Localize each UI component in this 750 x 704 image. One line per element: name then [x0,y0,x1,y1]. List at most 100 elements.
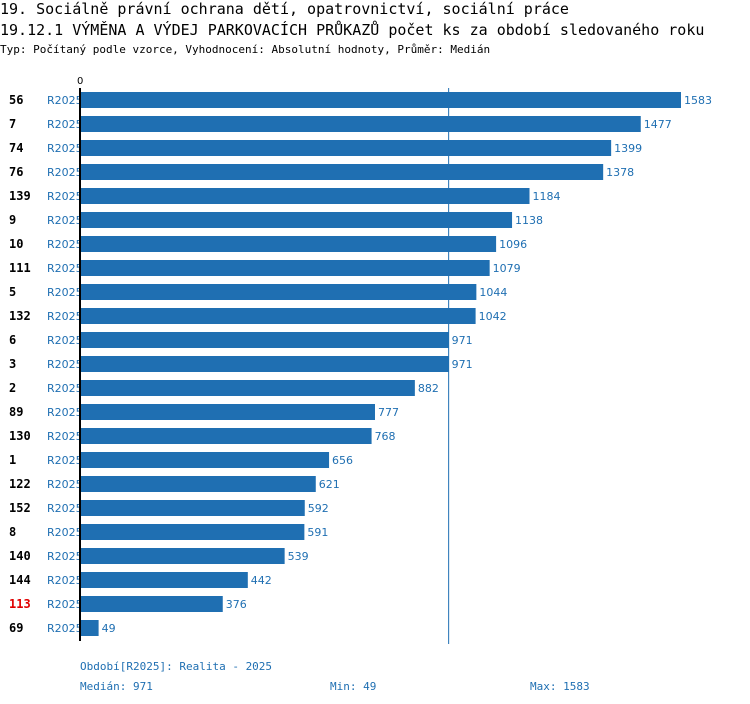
bar [80,476,316,492]
category-label: 74 [9,141,23,155]
category-label: 2 [9,381,16,395]
category-label: 113 [9,597,31,611]
bar [80,500,305,516]
period-label: R2025 [47,550,83,563]
category-label: 7 [9,117,16,131]
bar [80,236,497,252]
footer-period: Období[R2025]: Realita - 2025 [80,660,273,673]
value-label: 1184 [533,190,561,203]
bar [80,332,449,348]
value-label: 591 [307,526,328,539]
bar [80,428,372,444]
category-label: 69 [9,621,23,635]
category-label: 9 [9,213,16,227]
category-label: 1 [9,453,16,467]
bar [80,356,449,372]
category-label: 111 [9,261,31,275]
category-label: 122 [9,477,31,491]
period-label: R2025 [47,286,83,299]
category-label: 10 [9,237,23,251]
period-label: R2025 [47,214,83,227]
category-label: 140 [9,549,31,563]
period-label: R2025 [47,238,83,251]
footer-min: Min: 49 [330,680,377,693]
value-label: 768 [375,430,396,443]
category-label: 6 [9,333,16,347]
period-label: R2025 [47,118,83,131]
value-label: 376 [226,598,247,611]
footer-max: Max: 1583 [530,680,590,693]
x-axis-zero-label: 0 [77,76,83,87]
bar [80,572,248,588]
value-label: 442 [251,574,272,587]
bar [80,548,285,564]
period-label: R2025 [47,622,83,635]
period-label: R2025 [47,190,83,203]
bar [80,524,305,540]
period-label: R2025 [47,382,83,395]
value-label: 539 [288,550,309,563]
bar [80,452,330,468]
category-label: 144 [9,573,31,587]
category-label: 3 [9,357,16,371]
period-label: R2025 [47,406,83,419]
value-label: 1044 [479,286,507,299]
value-label: 1042 [479,310,507,323]
period-label: R2025 [47,142,83,155]
period-label: R2025 [47,502,83,515]
period-label: R2025 [47,166,83,179]
value-label: 882 [418,382,439,395]
bar [80,92,681,108]
bar [80,116,641,132]
value-label: 592 [308,502,329,515]
bar [80,284,477,300]
category-label: 130 [9,429,31,443]
value-label: 1477 [644,118,672,131]
value-label: 621 [319,478,340,491]
period-label: R2025 [47,262,83,275]
category-label: 152 [9,501,31,515]
period-label: R2025 [47,598,83,611]
period-label: R2025 [47,310,83,323]
value-label: 1138 [515,214,543,227]
period-label: R2025 [47,94,83,107]
category-label: 5 [9,285,16,299]
footer-median: Medián: 971 [80,680,153,693]
category-label: 89 [9,405,23,419]
value-label: 1583 [684,94,712,107]
value-label: 971 [452,358,473,371]
bar [80,620,99,636]
category-label: 139 [9,189,31,203]
bar [80,404,375,420]
value-label: 49 [102,622,116,635]
category-label: 132 [9,309,31,323]
period-label: R2025 [47,430,83,443]
value-label: 1399 [614,142,642,155]
bar [80,596,223,612]
bar [80,308,476,324]
value-label: 1096 [499,238,527,251]
period-label: R2025 [47,574,83,587]
bar [80,188,530,204]
value-label: 777 [378,406,399,419]
category-label: 76 [9,165,23,179]
bar [80,140,612,156]
period-label: R2025 [47,454,83,467]
period-label: R2025 [47,334,83,347]
bar [80,380,415,396]
period-label: R2025 [47,478,83,491]
chart-title-section: 19. Sociálně právní ochrana dětí, opatro… [0,0,569,18]
value-label: 1378 [606,166,634,179]
value-label: 656 [332,454,353,467]
chart-subtitle: Typ: Počítaný podle vzorce, Vyhodnocení:… [0,43,491,56]
period-label: R2025 [47,526,83,539]
period-label: R2025 [47,358,83,371]
bar [80,164,604,180]
category-label: 56 [9,93,23,107]
value-label: 1079 [493,262,521,275]
bar [80,212,513,228]
category-label: 8 [9,525,16,539]
value-label: 971 [452,334,473,347]
chart-title: 19.12.1 VÝMĚNA A VÝDEJ PARKOVACÍCH PRŮKA… [0,21,705,39]
